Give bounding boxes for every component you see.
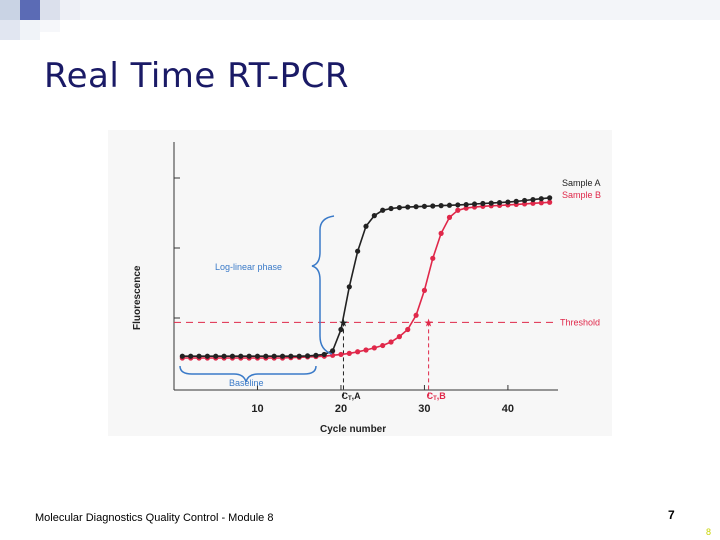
data-point-sample-a [488,200,494,206]
data-point-sample-b [396,334,402,340]
data-point-sample-a [471,201,478,207]
data-point-sample-a [388,205,394,212]
x-axis-label: Cycle number [320,424,386,435]
series-line-sample-a [182,197,550,357]
data-point-sample-b [538,200,544,206]
data-point-sample-a [346,284,352,290]
y-axis-label: Fluorescence [132,265,143,330]
data-point-sample-a [363,223,369,229]
data-point-sample-a [254,353,261,359]
data-point-sample-a [188,353,194,359]
x-tick-label: 40 [502,403,514,415]
baseline-brace [179,365,317,383]
data-point-sample-b [547,199,553,205]
ct-b-label: CT,B [427,391,447,402]
ct-b-marker: ★ [424,317,434,329]
legend-sample-b: Sample B [562,190,601,200]
data-point-sample-a [296,353,302,359]
data-point-sample-a [304,353,311,359]
data-point-sample-a [229,353,236,359]
data-point-sample-a [380,207,386,213]
pcr-chart: 10 20 30 40 Threshold CT,A CT,B ★ ★ Log-line… [132,142,601,435]
data-point-sample-a [421,203,428,209]
data-point-sample-a [279,353,286,359]
data-point-sample-b [463,205,469,211]
data-point-sample-b [380,342,386,349]
data-point-sample-a [463,201,469,208]
data-point-sample-a [355,248,361,254]
baseline-label: Baseline [229,378,264,388]
data-point-sample-a [313,352,319,358]
log-linear-brace [311,215,335,355]
data-point-sample-a [263,353,269,359]
data-point-sample-a [246,353,252,359]
legend-sample-a: Sample A [562,178,601,188]
data-point-sample-a [505,199,511,205]
x-tick-label: 20 [335,403,347,415]
data-point-sample-a [513,198,519,204]
data-point-sample-b [438,230,444,236]
data-point-sample-b [371,345,377,351]
x-tick-label: 10 [251,403,263,415]
log-linear-label: Log-linear phase [215,262,282,272]
data-point-sample-b [363,347,369,353]
header-decoration [0,0,720,40]
data-point-sample-a [288,353,294,359]
data-point-sample-a [196,353,202,359]
data-point-sample-a [238,353,244,359]
data-point-sample-b [355,349,361,355]
x-tick-label: 30 [418,403,430,415]
series-layer: ★ ★ [179,195,553,361]
data-point-sample-b [388,339,394,345]
data-point-sample-a [496,200,503,206]
data-point-sample-a [338,326,344,333]
data-point-sample-a [330,348,336,354]
data-point-sample-a [371,213,377,219]
data-point-sample-b [530,200,536,206]
data-point-sample-b [346,350,352,356]
data-point-sample-a [480,200,486,207]
data-point-sample-a [321,351,327,358]
data-point-sample-a [522,197,528,204]
data-point-sample-b [405,326,411,333]
data-point-sample-a [547,195,553,201]
threshold-label: Threshold [560,317,600,327]
slide-footer: Molecular Diagnostics Quality Control - … [35,512,274,524]
data-point-sample-a [430,203,436,209]
slide-title: Real Time RT-PCR [44,56,350,96]
data-point-sample-a [213,353,219,359]
corner-mark: 8 [706,527,712,537]
ct-a-label: CT,A [341,391,361,402]
data-point-sample-a [405,204,411,210]
data-point-sample-a [438,203,444,209]
data-point-sample-a [413,204,419,210]
data-point-sample-a [446,202,453,208]
x-tick-group: 10 20 30 40 [251,385,514,415]
chart-panel: 10 20 30 40 Threshold CT,A CT,B ★ ★ Log-line… [108,130,612,436]
data-point-sample-a [179,353,185,359]
ct-a-marker: ★ [339,317,349,329]
data-point-sample-b [430,255,436,261]
data-point-sample-b [446,214,453,220]
data-point-sample-a [396,204,402,211]
data-point-sample-a [271,353,277,359]
data-point-sample-a [455,202,461,208]
page-number: 7 [668,508,675,522]
data-point-sample-b [338,351,344,358]
data-point-sample-a [221,353,227,359]
data-point-sample-b [421,287,428,293]
data-point-sample-b [455,207,461,213]
data-point-sample-b [413,312,419,318]
data-point-sample-a [204,353,210,359]
data-point-sample-a [530,196,536,203]
data-point-sample-a [538,196,544,202]
